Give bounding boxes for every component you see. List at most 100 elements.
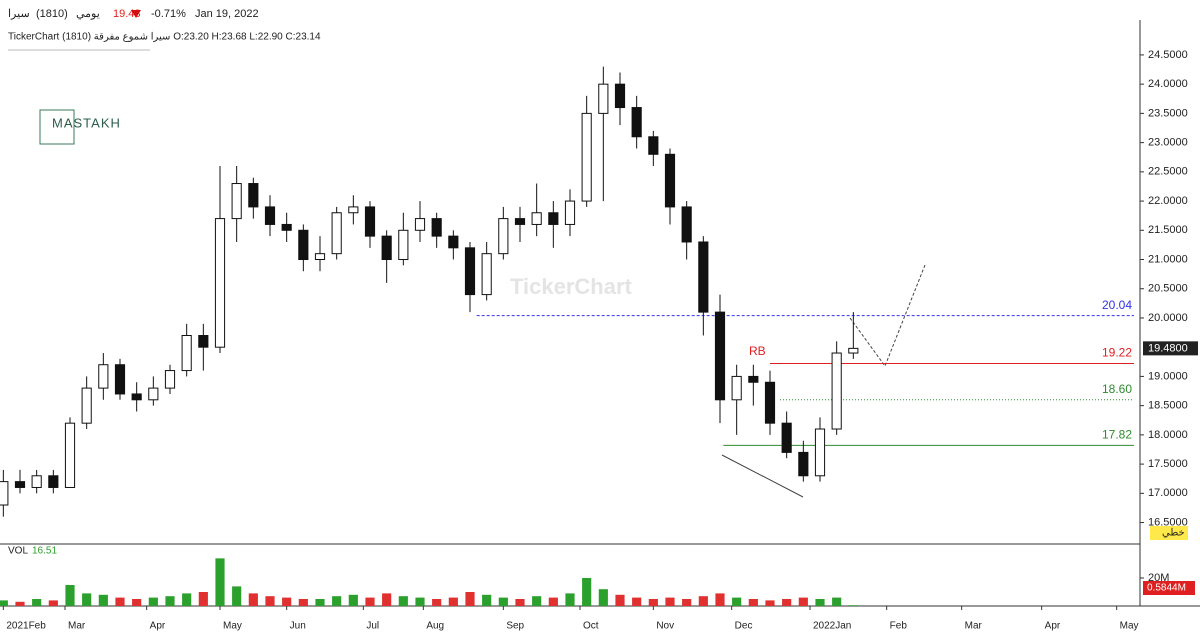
logo-frame bbox=[39, 109, 75, 145]
x-tick-label: Nov bbox=[656, 621, 674, 632]
volume-bar bbox=[182, 593, 192, 606]
volume-bar bbox=[348, 594, 358, 606]
volume-bar bbox=[832, 597, 842, 606]
candle-body bbox=[348, 206, 359, 214]
volume-bar bbox=[815, 598, 825, 606]
chart-style: خطي bbox=[1162, 528, 1185, 539]
level-label: 19.22 bbox=[1102, 346, 1132, 360]
volume-bar bbox=[532, 596, 542, 606]
volume-bar bbox=[798, 597, 808, 606]
volume-bar bbox=[265, 596, 275, 606]
volume-bar bbox=[398, 596, 408, 606]
candle-body bbox=[131, 393, 142, 401]
volume-bar bbox=[548, 597, 558, 606]
candle-body bbox=[81, 387, 92, 424]
volume-bar bbox=[565, 593, 575, 606]
volume-bar bbox=[165, 596, 175, 606]
x-tick-label: Mar bbox=[68, 621, 86, 632]
volume-bar bbox=[198, 591, 208, 606]
candle-body bbox=[781, 422, 792, 453]
volume-bar bbox=[382, 593, 392, 606]
y-tick-label: 23.5000 bbox=[1148, 107, 1188, 119]
candle-body bbox=[448, 235, 459, 249]
volume-bar bbox=[582, 577, 592, 606]
volume-bar bbox=[515, 598, 525, 606]
candle-body bbox=[164, 370, 176, 389]
annotation: RB bbox=[749, 344, 766, 358]
volume-bar bbox=[615, 594, 625, 606]
y-tick-label: 22.5000 bbox=[1148, 166, 1188, 178]
x-tick-label: Apr bbox=[1045, 621, 1061, 632]
volume-current: 16.51 bbox=[32, 546, 57, 557]
volume-bar bbox=[715, 593, 725, 606]
x-tick-label: Apr bbox=[150, 621, 166, 632]
candle-body bbox=[581, 112, 592, 202]
volume-bar bbox=[282, 597, 292, 606]
volume-bar bbox=[848, 605, 858, 606]
header-change: -0.71% bbox=[151, 8, 186, 20]
volume-bar bbox=[232, 586, 242, 606]
volume-bar bbox=[465, 591, 475, 606]
trend-line bbox=[721, 454, 804, 498]
candle-body bbox=[181, 335, 192, 372]
candle-body bbox=[748, 375, 759, 383]
candle-body bbox=[848, 347, 859, 354]
volume-bar bbox=[732, 597, 742, 606]
candle-body bbox=[481, 253, 492, 296]
volume-bar bbox=[415, 597, 425, 606]
last-volume: 0.5844M bbox=[1147, 583, 1186, 594]
volume-bar bbox=[665, 597, 675, 606]
volume-bar bbox=[682, 598, 692, 606]
y-tick-label: 24.5000 bbox=[1148, 49, 1188, 61]
x-tick-label: May bbox=[223, 621, 242, 632]
candle-body bbox=[414, 218, 426, 231]
candle-body bbox=[398, 229, 409, 261]
x-tick-label: Jul bbox=[366, 621, 379, 632]
candle-body bbox=[331, 212, 342, 255]
y-tick-label: 22.0000 bbox=[1148, 195, 1188, 207]
candle-body bbox=[664, 153, 676, 208]
volume-bar bbox=[332, 596, 342, 606]
candle-body bbox=[114, 364, 126, 395]
candle-body bbox=[814, 428, 826, 477]
candle-body bbox=[64, 422, 76, 488]
candle-body bbox=[264, 206, 276, 225]
subtitle: TickerChart سيرا شموع مفرقة (1810) O:23.… bbox=[8, 32, 321, 43]
logo: MASTAKH bbox=[52, 115, 121, 130]
volume-bar bbox=[32, 598, 42, 606]
header-name: سيرا bbox=[8, 8, 30, 20]
style-box bbox=[1150, 526, 1188, 540]
x-tick-label: Feb bbox=[890, 621, 908, 632]
y-tick-label: 20.5000 bbox=[1148, 283, 1188, 295]
x-tick-label: Oct bbox=[583, 621, 599, 632]
last-price-label: 19.4800 bbox=[1148, 342, 1188, 354]
y-tick-label: 18.5000 bbox=[1148, 400, 1188, 412]
y-tick-label: 20.0000 bbox=[1148, 312, 1188, 324]
candle-body bbox=[464, 247, 476, 296]
level-label: 20.04 bbox=[1102, 298, 1132, 312]
x-tick-label: 2022Jan bbox=[813, 621, 851, 632]
x-tick-label: Dec bbox=[735, 621, 753, 632]
volume-tick-label: 20M bbox=[1148, 572, 1169, 584]
candle-body bbox=[231, 183, 242, 220]
projection-line bbox=[849, 264, 926, 368]
y-tick-label: 16.5000 bbox=[1148, 516, 1188, 528]
volume-bar bbox=[365, 597, 375, 606]
x-tick-label: May bbox=[1120, 621, 1139, 632]
candle-body bbox=[698, 241, 709, 313]
down-arrow bbox=[131, 10, 141, 18]
last-volume-box bbox=[1143, 581, 1195, 595]
watermark: TickerChart bbox=[510, 274, 633, 299]
candle-body bbox=[564, 200, 576, 225]
candle-body bbox=[498, 218, 509, 255]
volume-bar bbox=[432, 598, 442, 606]
candle-body bbox=[631, 107, 642, 138]
y-tick-label: 17.0000 bbox=[1148, 487, 1188, 499]
level-label: 18.60 bbox=[1102, 382, 1132, 396]
level-label: 17.82 bbox=[1102, 428, 1132, 442]
y-tick-label: 21.5000 bbox=[1148, 224, 1188, 236]
volume-bar bbox=[115, 597, 125, 606]
candle-body bbox=[598, 83, 609, 114]
y-tick-label: 24.0000 bbox=[1148, 78, 1188, 90]
candle-body bbox=[248, 183, 259, 208]
